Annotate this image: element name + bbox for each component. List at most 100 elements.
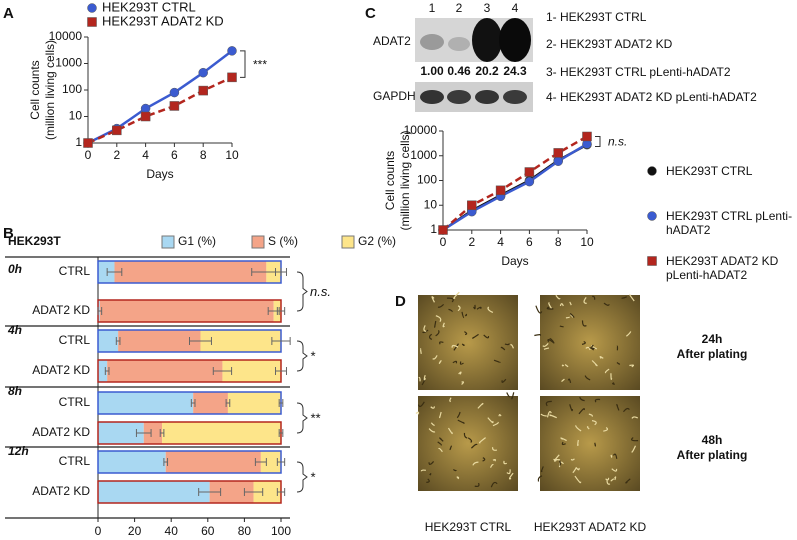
- error-bar: [159, 429, 165, 437]
- cell-texture: [430, 422, 435, 427]
- cell-texture: [446, 297, 454, 303]
- cell-texture: [476, 306, 482, 310]
- lane-number: 4: [512, 1, 519, 15]
- cell-texture: [453, 291, 460, 299]
- bar-segment: [98, 481, 210, 503]
- x-tick-label: 40: [165, 524, 179, 538]
- cell-texture: [592, 295, 596, 300]
- cell-texture: [449, 445, 453, 451]
- cell-texture: [435, 330, 440, 337]
- cell-texture: [508, 472, 514, 480]
- cell-texture: [591, 344, 595, 351]
- cell-texture: [435, 315, 442, 323]
- point: [467, 200, 477, 210]
- x-tick-label: 10: [225, 148, 239, 162]
- x-axis-label: Days: [501, 254, 528, 268]
- cell-texture: [493, 359, 501, 363]
- cell-texture: [559, 460, 561, 466]
- cell-texture: [604, 368, 610, 374]
- y-axis-label: Cell counts: [28, 60, 42, 119]
- cell-texture: [578, 408, 585, 415]
- cell-texture: [610, 454, 613, 458]
- cell-texture: [565, 316, 570, 319]
- cell-texture: [456, 411, 461, 419]
- cell-texture: [457, 419, 465, 424]
- lane-legend: 1- HEK293T CTRL: [546, 10, 647, 24]
- error-bar: [190, 399, 196, 407]
- error-bar: [163, 458, 169, 466]
- cell-texture: [430, 406, 435, 409]
- y-tick-label: 1000: [410, 148, 437, 162]
- error-bar: [243, 488, 264, 496]
- x-tick-label: 80: [238, 524, 252, 538]
- cell-texture: [588, 413, 593, 417]
- quantification: 24.3: [503, 64, 527, 78]
- cell-texture: [567, 378, 572, 384]
- cell-texture: [470, 443, 478, 449]
- cell-texture: [561, 364, 565, 367]
- cell-texture: [594, 442, 596, 447]
- bar-segment: [114, 261, 267, 283]
- point: [198, 85, 208, 96]
- cell-texture: [428, 461, 435, 465]
- cell-texture: [569, 301, 572, 306]
- cell-texture: [478, 437, 486, 444]
- legend-label: HEK293T ADAT2 KD pLenti-hADAT2: [666, 254, 779, 282]
- cell-texture: [482, 457, 486, 462]
- y-tick-label: ADAT2 KD: [32, 363, 90, 377]
- cell-texture: [546, 306, 554, 310]
- cell-texture: [419, 348, 422, 355]
- legend-marker: [647, 256, 657, 266]
- error-bar: [278, 399, 284, 407]
- point: [495, 185, 506, 196]
- error-bar: [276, 458, 286, 466]
- bar-segment: [98, 422, 144, 444]
- cell-texture: [449, 397, 452, 403]
- series-line: [442, 135, 588, 231]
- cell-texture: [429, 473, 432, 476]
- cell-texture: [510, 344, 514, 349]
- cell-texture: [629, 364, 635, 368]
- bracket: [296, 402, 308, 434]
- annotation: ***: [253, 57, 267, 71]
- series-line: [442, 142, 588, 232]
- cell-texture: [616, 345, 619, 351]
- micrograph: [418, 396, 518, 491]
- band: [448, 37, 470, 51]
- error-bar: [254, 458, 267, 466]
- error-bar: [275, 367, 287, 375]
- cell-texture: [506, 469, 511, 475]
- cell-texture: [458, 371, 462, 375]
- cell-texture: [569, 313, 575, 318]
- x-tick-label: 2: [113, 148, 120, 162]
- band: [475, 90, 499, 104]
- error-bar: [276, 307, 286, 315]
- cell-texture: [432, 355, 438, 360]
- cell-texture: [451, 344, 459, 348]
- bar-segment: [98, 451, 166, 473]
- cell-texture: [546, 411, 552, 418]
- x-tick-label: 8: [555, 235, 562, 249]
- cell-texture: [570, 458, 575, 461]
- cell-texture: [575, 467, 580, 471]
- lane-number: 3: [484, 1, 491, 15]
- x-tick-label: 0: [95, 524, 102, 538]
- y-tick-label: 10: [424, 197, 438, 211]
- cell-texture: [503, 460, 507, 465]
- cell-texture: [477, 402, 484, 409]
- group-label: 0h: [8, 262, 22, 276]
- cell-texture: [631, 416, 639, 419]
- cell-texture: [534, 334, 542, 337]
- cell-texture: [603, 426, 609, 432]
- x-axis-label: Days: [146, 167, 173, 181]
- bar-segment: [98, 330, 119, 352]
- cell-texture: [625, 478, 631, 484]
- y-axis-label: (million living cells): [43, 40, 57, 140]
- bracket: [595, 135, 601, 147]
- legend-label: HEK293T CTRL: [102, 0, 196, 14]
- bracket: [240, 50, 246, 78]
- group-label: 4h: [7, 323, 22, 337]
- cell-texture: [561, 441, 566, 446]
- legend-swatch: [161, 235, 175, 249]
- band: [447, 90, 471, 104]
